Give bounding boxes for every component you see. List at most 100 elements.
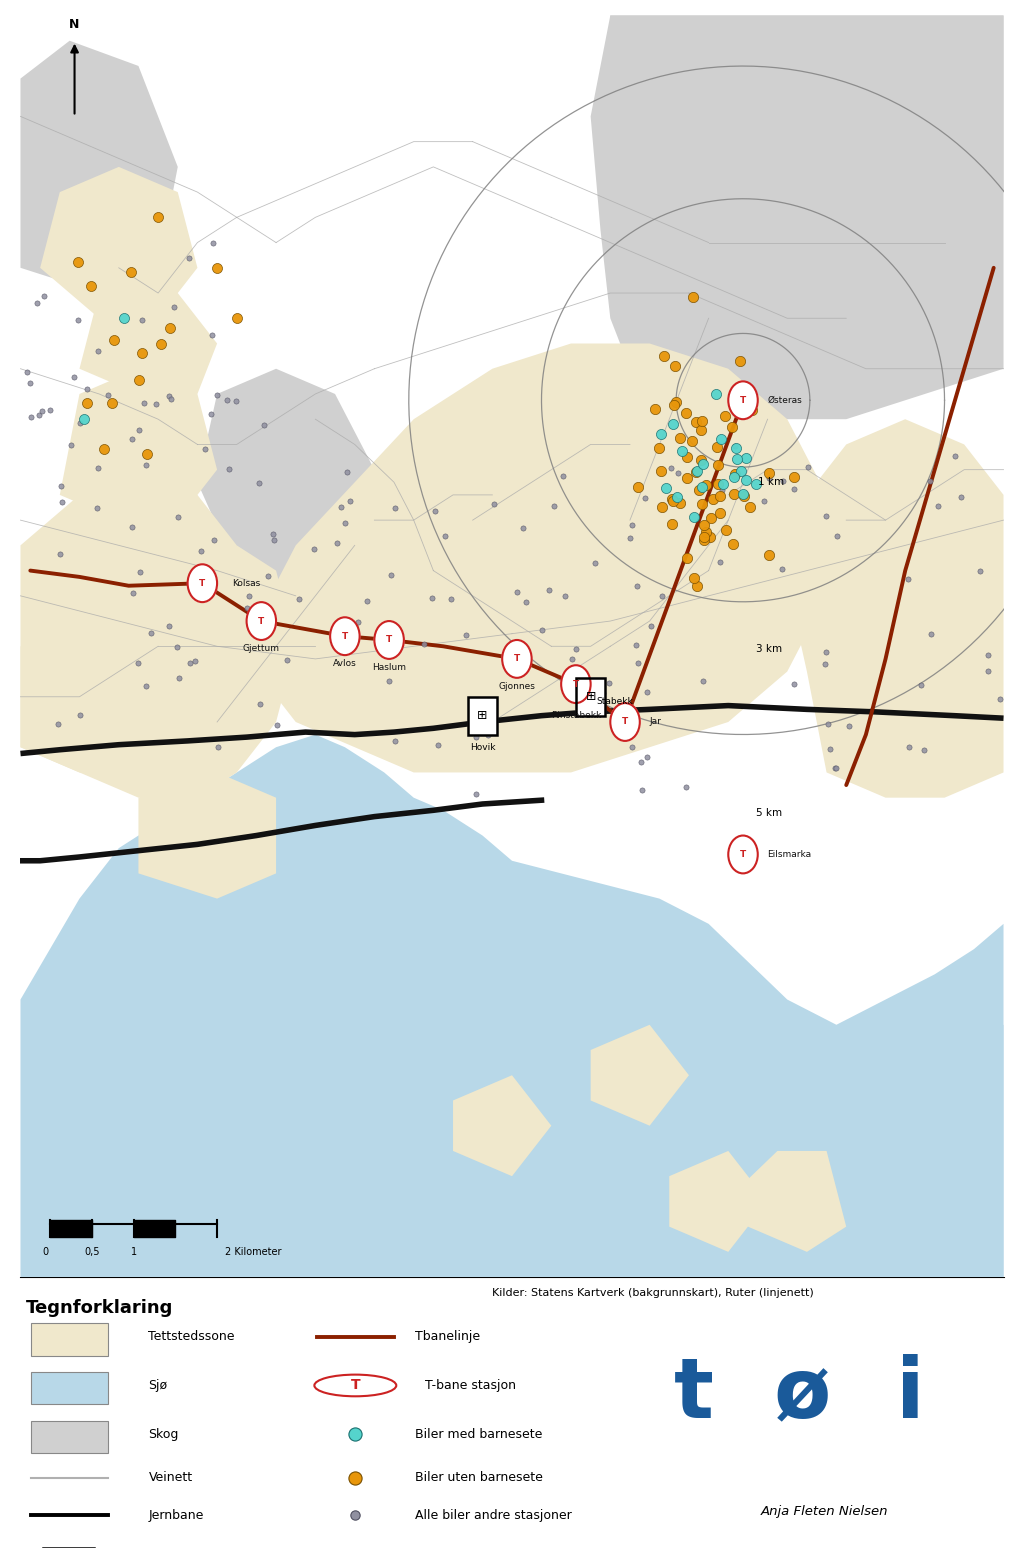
Point [923, 621, 939, 646]
Point [691, 478, 708, 503]
Text: Biler med barnesete: Biler med barnesete [415, 1427, 542, 1441]
Point [674, 438, 690, 463]
Point [31, 402, 47, 427]
Bar [468, 697, 498, 735]
Polygon shape [20, 735, 1004, 1277]
Point [509, 579, 525, 604]
Point [688, 460, 705, 485]
Point [775, 469, 792, 494]
Point [947, 444, 964, 469]
Point [916, 738, 933, 763]
Circle shape [561, 666, 591, 703]
Point [710, 472, 726, 497]
Point [695, 452, 712, 477]
Point [729, 446, 745, 471]
Point [70, 308, 86, 333]
Text: T: T [258, 616, 264, 625]
Point [698, 520, 715, 545]
Point [72, 703, 88, 728]
Point [718, 517, 734, 542]
Point [79, 378, 95, 402]
Point [726, 481, 742, 506]
Point [630, 650, 646, 675]
Point [347, 1421, 364, 1446]
Point [785, 477, 802, 502]
Point [150, 204, 166, 229]
Point [727, 461, 743, 486]
Text: Anja Fleten Nielsen: Anja Fleten Nielsen [761, 1505, 888, 1517]
Point [922, 469, 938, 494]
Point [333, 494, 349, 519]
Point [342, 488, 358, 512]
Point [639, 680, 655, 704]
Point [712, 550, 728, 574]
Point [546, 494, 562, 519]
Point [206, 528, 222, 553]
Point [744, 398, 761, 423]
Point [23, 404, 39, 429]
Text: Gjettum: Gjettum [243, 644, 280, 653]
Point [209, 382, 225, 407]
Point [992, 687, 1009, 712]
Point [467, 724, 483, 749]
Point [587, 550, 603, 574]
Point [709, 433, 725, 458]
Point [182, 650, 199, 675]
Point [350, 610, 367, 635]
Circle shape [187, 565, 217, 602]
Text: Gjonnes: Gjonnes [499, 683, 536, 690]
Point [387, 729, 403, 754]
Point [564, 647, 581, 672]
Point [774, 556, 791, 580]
Text: 1: 1 [130, 1246, 136, 1257]
Point [424, 585, 440, 610]
Point [786, 672, 803, 697]
Point [658, 475, 675, 500]
Point [99, 382, 116, 407]
Point [443, 587, 460, 611]
Point [124, 426, 140, 450]
Point [701, 525, 718, 550]
Text: Biler uten barnesete: Biler uten barnesete [415, 1471, 543, 1485]
Point [256, 412, 272, 437]
Point [228, 307, 245, 331]
Point [123, 260, 139, 285]
Point [656, 344, 673, 368]
Point [337, 511, 353, 536]
Point [717, 404, 733, 429]
Point [83, 274, 99, 299]
Point [163, 387, 179, 412]
Point [930, 494, 946, 519]
Point [913, 672, 930, 697]
Text: Sjø: Sjø [148, 1379, 168, 1392]
Text: N: N [70, 17, 80, 31]
Polygon shape [80, 293, 217, 395]
Point [346, 613, 362, 638]
Polygon shape [20, 40, 178, 293]
Circle shape [728, 381, 758, 420]
Text: T: T [200, 579, 206, 588]
Point [204, 324, 220, 348]
Point [827, 755, 844, 780]
Point [170, 505, 186, 529]
Polygon shape [256, 344, 826, 772]
Text: Tbanelinje: Tbanelinje [415, 1330, 480, 1344]
Point [306, 537, 323, 562]
Point [715, 472, 731, 497]
Point [980, 659, 996, 684]
Point [901, 735, 918, 760]
Point [724, 415, 740, 440]
Point [437, 523, 454, 548]
Point [601, 670, 617, 695]
Point [650, 435, 667, 460]
Point [197, 437, 213, 461]
Circle shape [314, 1375, 396, 1396]
Point [672, 491, 688, 515]
Point [737, 467, 754, 492]
Text: T-bane stasjon: T-bane stasjon [425, 1379, 516, 1392]
Polygon shape [591, 1025, 689, 1125]
Point [689, 458, 706, 483]
Point [347, 1503, 364, 1528]
Point [125, 580, 141, 605]
Point [667, 353, 683, 378]
